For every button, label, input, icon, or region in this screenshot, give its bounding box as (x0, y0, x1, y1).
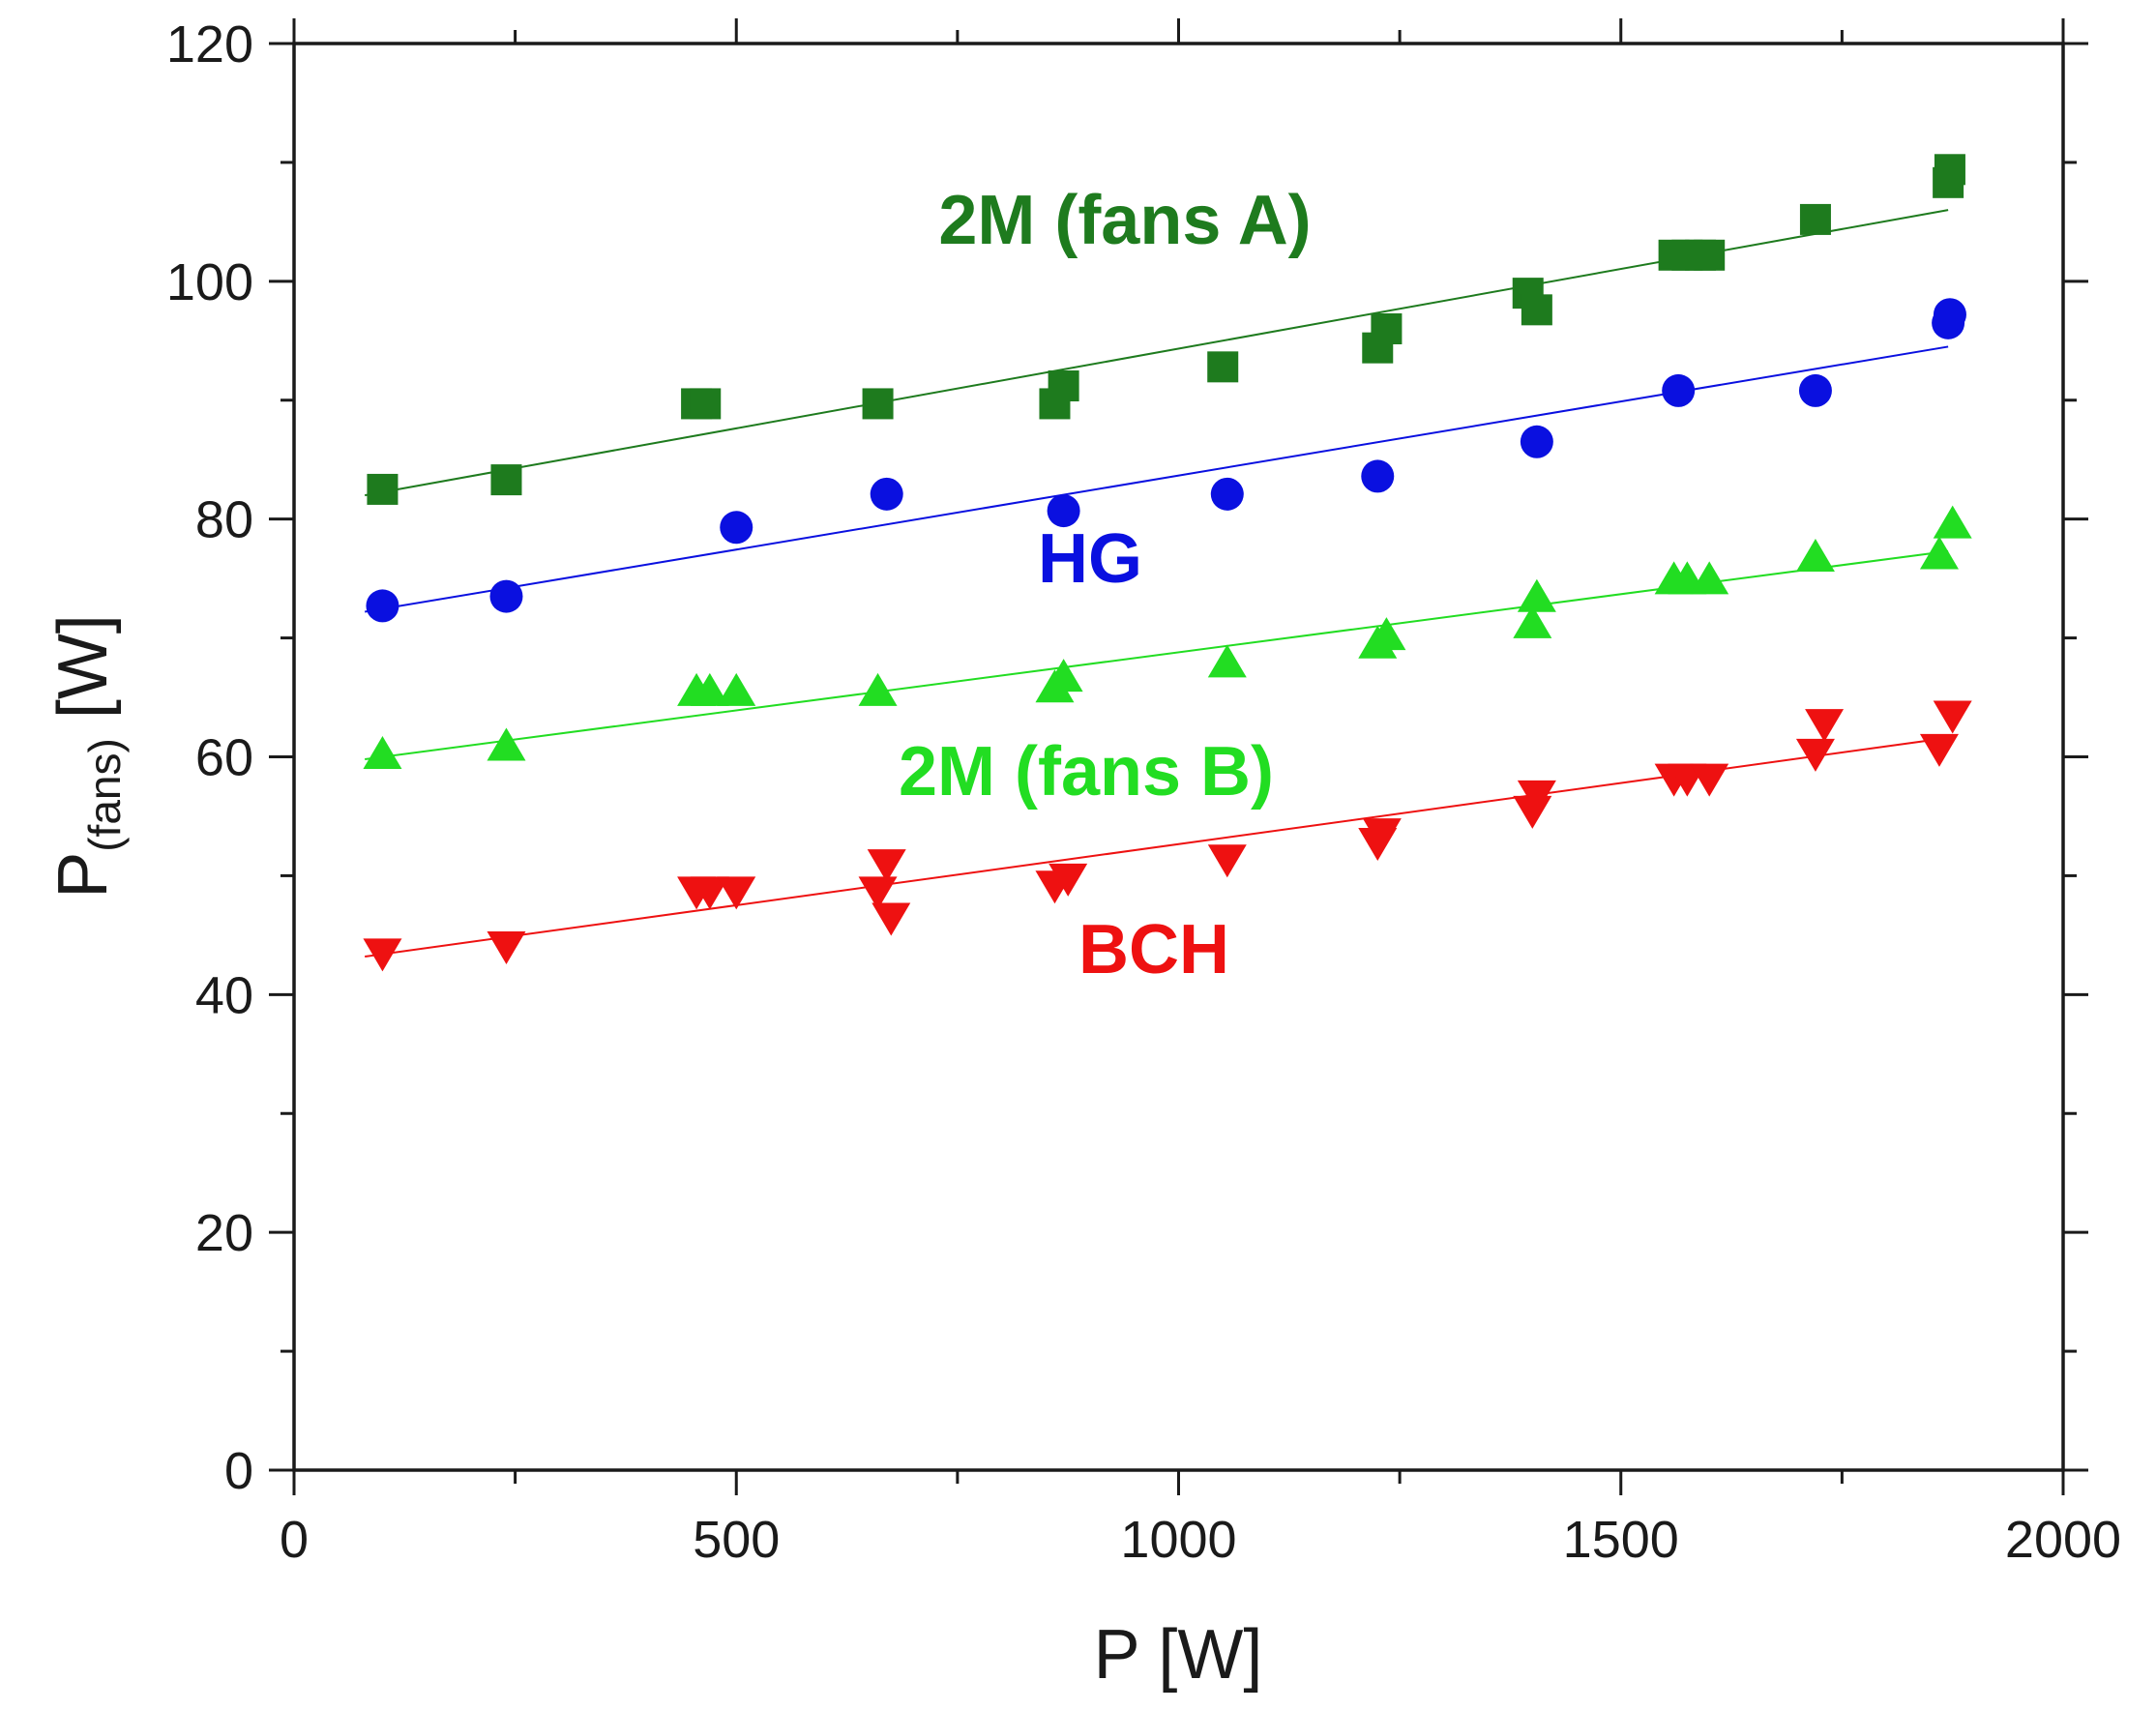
data-point (1048, 370, 1079, 401)
data-point (1361, 459, 1395, 493)
data-point (1690, 561, 1729, 595)
data-point (1513, 604, 1552, 638)
data-point (363, 736, 402, 770)
data-point (720, 511, 753, 545)
y-axis-title-subscript: (fans) (79, 738, 130, 852)
data-point (489, 579, 523, 613)
data-point (1933, 505, 1972, 539)
data-point (690, 876, 729, 910)
data-point (1795, 539, 1835, 572)
data-point (858, 876, 898, 910)
data-point (1694, 239, 1726, 271)
data-point (1367, 617, 1406, 651)
data-point (1207, 351, 1239, 383)
data-point (1362, 818, 1402, 852)
data-point (1933, 700, 1972, 734)
y-axis-title-suffix: [W] (44, 614, 122, 738)
data-point (1919, 733, 1959, 767)
data-point (862, 388, 894, 420)
data-point (871, 902, 911, 936)
data-point (1933, 298, 1966, 332)
y-tick-label: 20 (195, 1204, 253, 1262)
data-markers (363, 154, 1972, 972)
y-tick-label: 40 (195, 966, 253, 1024)
data-point (1048, 863, 1088, 897)
series-label: HG (1038, 520, 1142, 598)
data-point (363, 938, 402, 972)
data-point (1517, 780, 1556, 813)
data-point (1207, 844, 1247, 878)
data-point (490, 464, 522, 496)
data-point (366, 589, 399, 623)
y-axis: 0 20 40 60 80 100 120 (166, 15, 2088, 1500)
y-axis-title: P(fans) [W] (44, 614, 130, 899)
y-tick-label: 120 (166, 15, 253, 74)
data-point (858, 672, 898, 706)
data-point (1207, 644, 1247, 678)
series-label: 2M (fans A) (938, 182, 1311, 259)
data-point (690, 388, 722, 420)
data-point (1690, 763, 1729, 797)
data-point (1520, 425, 1553, 458)
x-tick-label: 0 (280, 1511, 309, 1569)
series-labels: 2M (fans A) HG 2M (fans B) BCH (899, 182, 1312, 988)
y-tick-label: 100 (166, 253, 253, 311)
y-axis-title-main: P (44, 852, 122, 899)
data-point (867, 849, 906, 883)
data-point (870, 477, 903, 511)
data-point (1517, 578, 1556, 612)
x-tick-label: 2000 (2005, 1511, 2121, 1569)
y-tick-label: 60 (195, 729, 253, 787)
data-point (1795, 738, 1835, 772)
data-point (1521, 294, 1552, 326)
data-point (487, 727, 526, 761)
data-point (1805, 709, 1845, 743)
x-axis: 0 500 1000 1500 2000 (280, 18, 2121, 1569)
x-tick-label: 1000 (1120, 1511, 1236, 1569)
series-label: 2M (fans B) (899, 733, 1274, 811)
data-point (367, 473, 399, 505)
data-point (1799, 203, 1831, 235)
data-point (1934, 154, 1965, 186)
data-point (1210, 477, 1244, 511)
data-point (1919, 536, 1959, 570)
data-point (1662, 373, 1696, 407)
data-point (1798, 373, 1832, 407)
x-axis-title: P [W] (1094, 1616, 1263, 1694)
data-point (717, 672, 756, 706)
data-point (690, 672, 729, 706)
x-tick-label: 500 (693, 1511, 780, 1569)
data-point (1047, 494, 1080, 528)
x-tick-label: 1500 (1563, 1511, 1679, 1569)
data-point (1044, 659, 1083, 693)
y-tick-label: 0 (224, 1442, 253, 1500)
series-label: BCH (1078, 911, 1229, 988)
y-tick-label: 80 (195, 491, 253, 549)
data-point (717, 876, 756, 910)
data-point (487, 930, 526, 964)
data-point (1371, 313, 1403, 344)
